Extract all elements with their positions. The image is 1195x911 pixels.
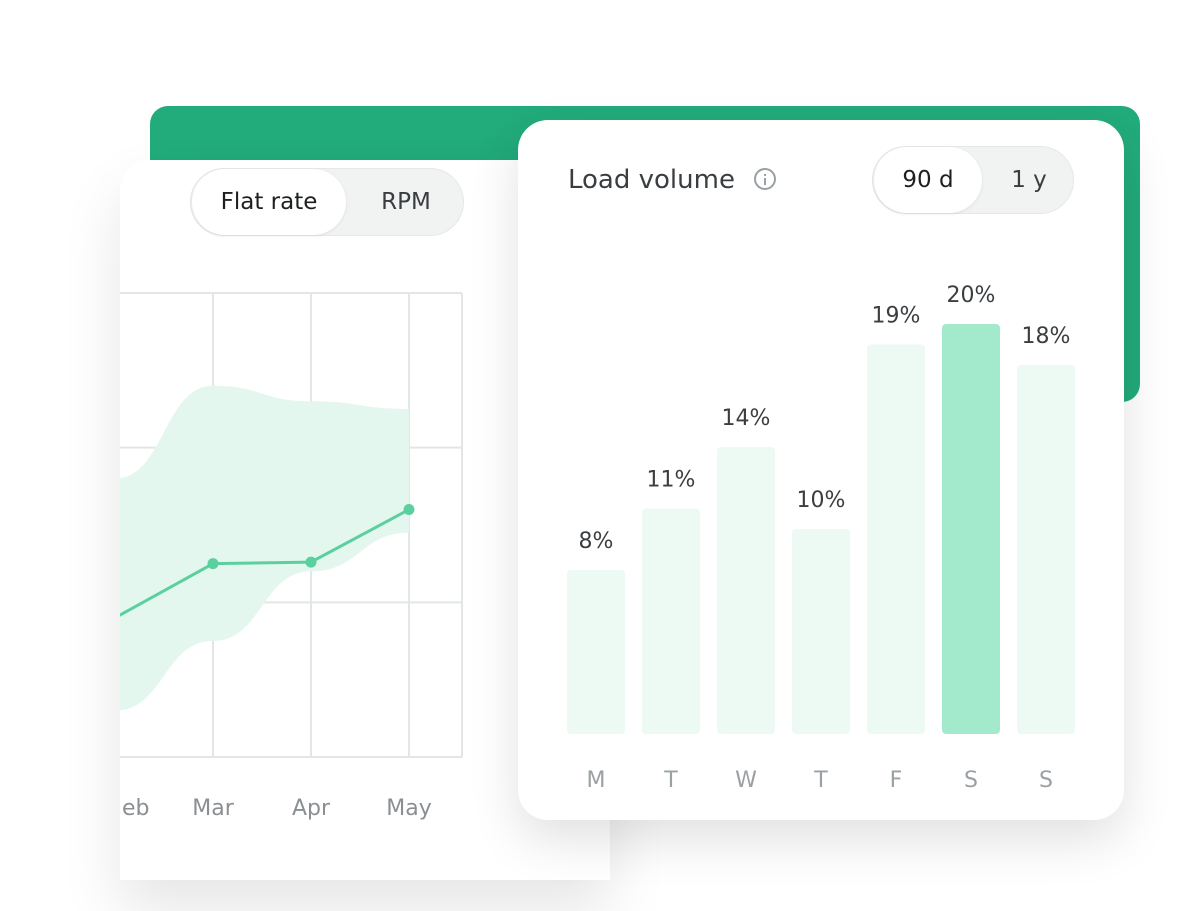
month-label: Apr [292, 796, 331, 821]
month-labels: eb Mar Apr May [122, 796, 432, 821]
bar-value-label: 20% [947, 283, 996, 308]
month-label: eb [122, 796, 150, 821]
rate-line [120, 508, 410, 617]
bar-value-labels: 8% 11% 14% 10% 19% 20% 18% [579, 283, 1071, 554]
flat-rate-option[interactable]: Flat rate [192, 169, 346, 235]
bar[interactable] [792, 529, 850, 734]
rate-point [207, 558, 219, 570]
bar-value-label: 11% [647, 468, 696, 493]
day-label: T [663, 768, 678, 793]
card-title: Load volume [568, 165, 735, 195]
bars-group [567, 324, 1075, 734]
bar[interactable] [642, 508, 700, 735]
rate-points [207, 504, 415, 570]
day-label: W [735, 768, 757, 793]
bar[interactable] [1017, 365, 1075, 734]
load-volume-card: Load volume 90 d 1 y 8% 11% 14% 10% 19% 20% 18… [518, 120, 1124, 820]
rate-trend-chart: eb Mar Apr May [120, 292, 463, 821]
bar-value-label: 14% [722, 406, 771, 431]
period-1y-option[interactable]: 1 y [1011, 167, 1047, 193]
period-toggle: 90 d 1 y [872, 146, 1074, 214]
confidence-band [120, 385, 409, 711]
bar-value-label: 10% [797, 488, 846, 513]
bar-value-label: 19% [872, 304, 921, 329]
info-icon[interactable] [754, 168, 776, 190]
bar[interactable] [567, 570, 625, 734]
bar-value-label: 8% [579, 529, 614, 554]
period-90d-option[interactable]: 90 d [874, 147, 982, 213]
day-label: M [587, 768, 606, 793]
bar[interactable] [867, 344, 925, 735]
day-label: S [964, 768, 978, 793]
month-label: Mar [192, 796, 234, 821]
rpm-option[interactable]: RPM [381, 189, 431, 215]
bar-value-label: 18% [1022, 324, 1071, 349]
rate-point [403, 504, 415, 516]
load-volume-chart: 8% 11% 14% 10% 19% 20% 18% M T W T F S S [567, 283, 1075, 793]
day-label: F [890, 768, 903, 793]
rate-point [305, 556, 317, 568]
day-label: S [1039, 768, 1053, 793]
bar[interactable] [717, 447, 775, 734]
bar[interactable] [942, 324, 1000, 734]
day-label: T [813, 768, 828, 793]
rate-type-toggle: Flat rate RPM [190, 168, 464, 236]
month-label: May [386, 796, 431, 821]
